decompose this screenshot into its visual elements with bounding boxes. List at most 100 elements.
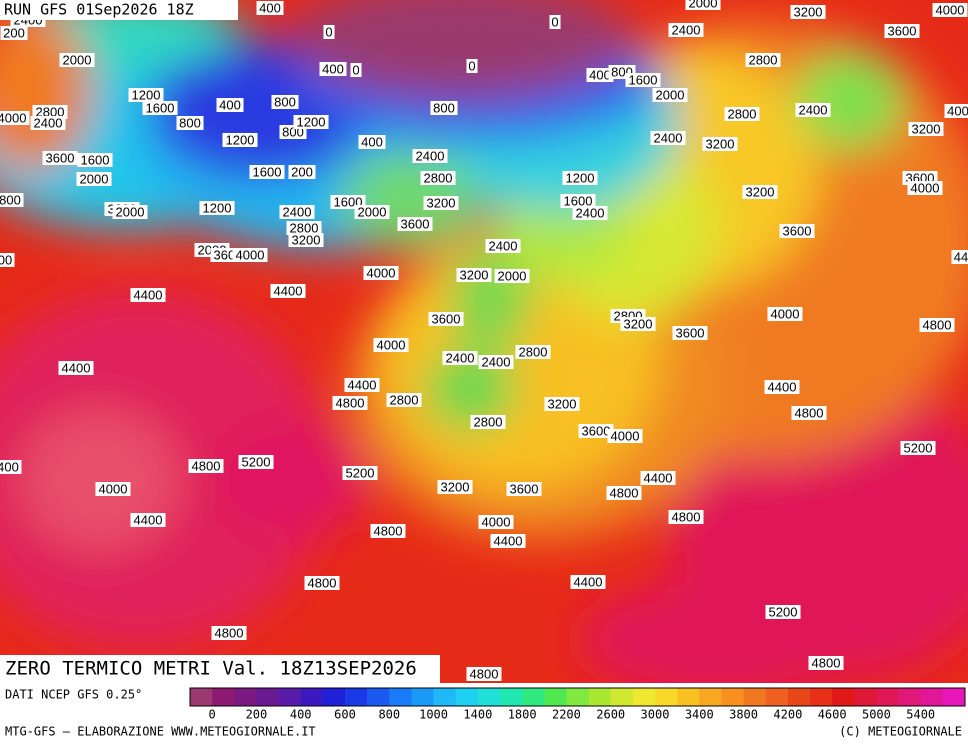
colorbar-tick-label: 5000 xyxy=(862,708,891,722)
contour-label-box xyxy=(30,116,66,130)
contour-label: 800 xyxy=(433,100,455,115)
contour-label-box xyxy=(430,101,458,115)
colorbar-swatch xyxy=(234,688,257,706)
colorbar: 0 200 400 600 800 1000 1400 1800 2200 2600 3000 340… xyxy=(189,687,966,722)
contour-label-box xyxy=(791,406,827,420)
contour-label: 1200 xyxy=(203,200,232,215)
contour-label: 4000 xyxy=(99,481,128,496)
contour-label: 3200 xyxy=(292,232,321,247)
contour-label-box xyxy=(494,269,530,283)
source-label: DATI NCEP GFS 0.25° xyxy=(5,688,142,702)
contour-label: 4800 xyxy=(610,485,639,500)
contour-label: 4000 xyxy=(611,428,640,443)
contour-label-box xyxy=(397,217,433,231)
colorbar-swatch xyxy=(566,688,589,706)
colorbar-swatch xyxy=(699,688,722,706)
colorbar-swatch xyxy=(345,688,368,706)
contour-label: 800 xyxy=(0,192,21,207)
contour-label-box xyxy=(562,171,598,185)
contour-label: 3200 xyxy=(912,121,941,136)
contour-label: 2000 xyxy=(80,171,109,186)
contour-label: 1600 xyxy=(629,72,658,87)
colorbar-swatch xyxy=(256,688,279,706)
colorbar-tick-label: 2200 xyxy=(552,708,581,722)
contour-label-box xyxy=(199,201,235,215)
contour-label: 2400 xyxy=(446,350,475,365)
colorbar-swatch xyxy=(898,688,922,706)
contour-label-box xyxy=(485,239,521,253)
credit-label: MTG-GFS — ELABORAZIONE WWW.METEOGIORNALE… xyxy=(5,725,316,739)
run-label: RUN GFS 01Sep2026 18Z xyxy=(4,1,194,19)
contour-label: 4400 xyxy=(134,287,163,302)
contour-label: 2400 xyxy=(34,115,63,130)
contour-label-box xyxy=(919,318,955,332)
contour-label: 2400 xyxy=(799,102,828,117)
contour-label: 4400 xyxy=(134,512,163,527)
colorbar-tick-label: 3800 xyxy=(729,708,758,722)
contour-label: 400 xyxy=(219,97,241,112)
colorbar-tick-label: 400 xyxy=(290,708,312,722)
contour-label: 2000 xyxy=(498,268,527,283)
contour-label-box xyxy=(620,317,656,331)
contour-label: 4800 xyxy=(336,395,365,410)
contour-label: 5200 xyxy=(242,454,271,469)
contour-label-box xyxy=(607,429,643,443)
contour-label-box xyxy=(304,576,340,590)
contour-label-box xyxy=(606,486,642,500)
contour-label: 400 xyxy=(0,459,19,474)
contour-label: 4800 xyxy=(192,458,221,473)
contour-label: 400 xyxy=(259,0,281,15)
contour-label: 2400 xyxy=(576,205,605,220)
contour-label-box xyxy=(506,482,542,496)
contour-label-box xyxy=(142,101,178,115)
contour-label-box xyxy=(900,441,936,455)
contour-label: 3200 xyxy=(427,195,456,210)
contour-label-box xyxy=(58,361,94,375)
contour-label: 2000 xyxy=(689,0,718,10)
contour-label-box xyxy=(412,149,448,163)
colorbar-swatch xyxy=(743,688,767,706)
contour-label-box xyxy=(745,53,781,67)
contour-label: 3200 xyxy=(460,267,489,282)
contour-label-box xyxy=(271,95,299,109)
contour-label: 4000 xyxy=(771,306,800,321)
contour-label: 200 xyxy=(291,164,313,179)
contour-label-box xyxy=(442,351,478,365)
contour-label: 3200 xyxy=(441,479,470,494)
contour-label: 2800 xyxy=(749,52,778,67)
contour-label: 4400 xyxy=(574,574,603,589)
contour-label-box xyxy=(42,151,78,165)
contour-label-box xyxy=(795,103,831,117)
contour-label-box xyxy=(256,1,284,15)
contour-label-box xyxy=(932,3,968,17)
contour-label-box xyxy=(319,62,347,76)
contour-label: 3600 xyxy=(888,23,917,38)
contour-label: 4000 xyxy=(377,337,406,352)
copyright-label: (C) METEOGIORNALE xyxy=(839,725,962,739)
contour-label: 2800 xyxy=(728,106,757,121)
colorbar-swatch xyxy=(477,688,501,706)
contour-label: 0 xyxy=(352,62,359,77)
colorbar-swatch xyxy=(455,688,479,706)
contour-label: 1200 xyxy=(297,114,326,129)
contour-label: 2000 xyxy=(358,204,387,219)
contour-label: 4800 xyxy=(672,509,701,524)
contour-label-box xyxy=(428,312,464,326)
contour-label: 0 xyxy=(325,24,332,39)
map-title: ZERO TERMICO METRI Val. 18Z13SEP2026 xyxy=(5,658,417,680)
colorbar-swatch xyxy=(588,688,612,706)
contour-label: 4400 xyxy=(644,470,673,485)
contour-label-box xyxy=(478,355,514,369)
contour-label-box xyxy=(560,194,596,208)
colorbar-swatch xyxy=(832,688,855,706)
colorbar-swatch xyxy=(610,688,634,706)
contour-label-box xyxy=(652,88,688,102)
contour-label: 5200 xyxy=(769,604,798,619)
contour-label-box xyxy=(572,206,608,220)
contour-label-box xyxy=(586,68,614,82)
contour-label: 4800 xyxy=(374,523,403,538)
contour-label: 400 xyxy=(361,134,383,149)
contour-label: 2000 xyxy=(656,87,685,102)
colorbar-swatch xyxy=(920,688,944,706)
contour-label: 3600 xyxy=(510,481,539,496)
